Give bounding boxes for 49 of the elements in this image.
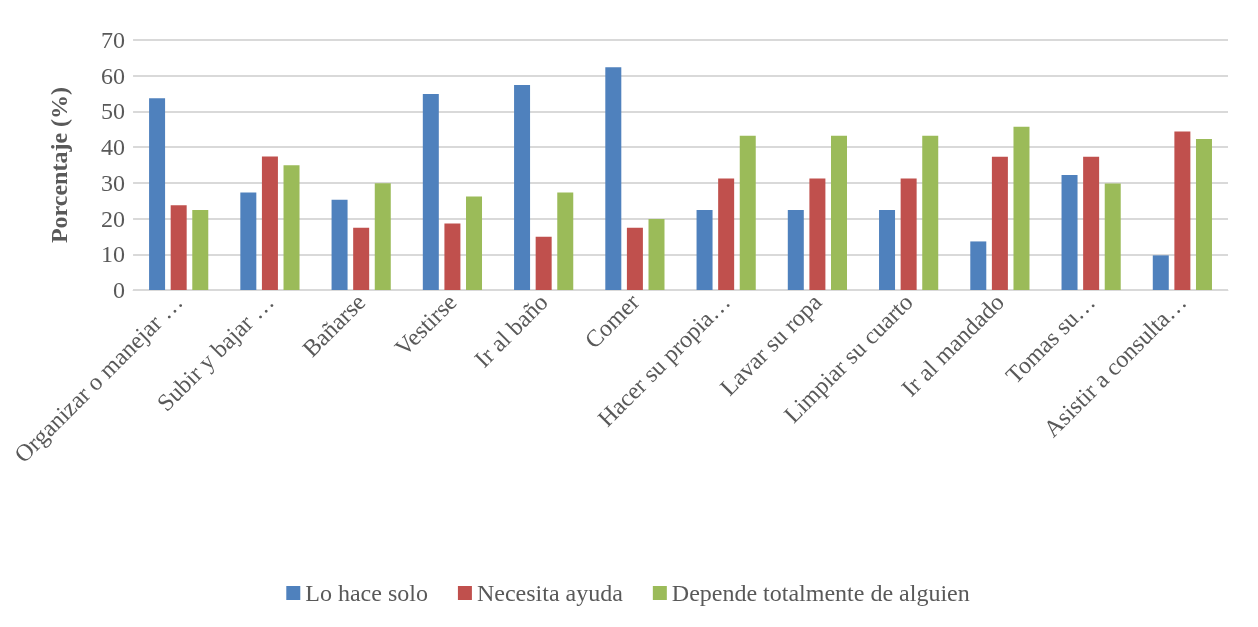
bar [739,135,756,290]
bar [1195,138,1212,290]
bar [809,178,826,290]
bar [535,236,552,290]
y-tick-label: 60 [101,62,126,89]
y-tick-label: 50 [101,98,126,125]
bar [192,210,209,290]
bar [444,223,461,290]
bar [374,183,391,290]
legend-label: Necesita ayuda [476,580,624,606]
bar [1174,131,1191,290]
bar [970,241,987,290]
y-axis-title: Porcentaje (%) [46,86,73,244]
y-tick-label: 40 [101,134,126,161]
bar [991,156,1008,290]
y-tick-label: 70 [101,27,126,53]
y-tick-label: 30 [101,169,126,196]
bar [922,135,939,290]
y-tick-label: 10 [101,241,126,268]
x-tick-label: Ir al baño [469,288,553,373]
bar [170,205,187,290]
bar [1152,255,1169,290]
bar [831,135,847,290]
bar [1083,156,1100,290]
bar [900,178,917,290]
bar [283,165,300,290]
bar [466,196,483,290]
bar [696,210,713,290]
bar [718,178,735,290]
bar [261,156,278,290]
bar [422,93,439,290]
y-tick-label: 20 [101,205,126,232]
bar [1013,126,1030,290]
bar [331,199,348,290]
bar [1061,175,1078,290]
y-tick-label: 0 [113,277,126,303]
bar [605,67,622,290]
bar [514,85,531,290]
legend-label: Depende totalmente de alguien [671,580,970,606]
bar [879,210,896,290]
bar [1104,183,1121,290]
legend-label: Lo hace solo [305,580,428,606]
bar [648,218,665,290]
bar [787,210,804,290]
bar [149,98,166,290]
bar [240,192,257,290]
bar [626,227,643,290]
bar [353,227,370,290]
bar [557,192,574,290]
